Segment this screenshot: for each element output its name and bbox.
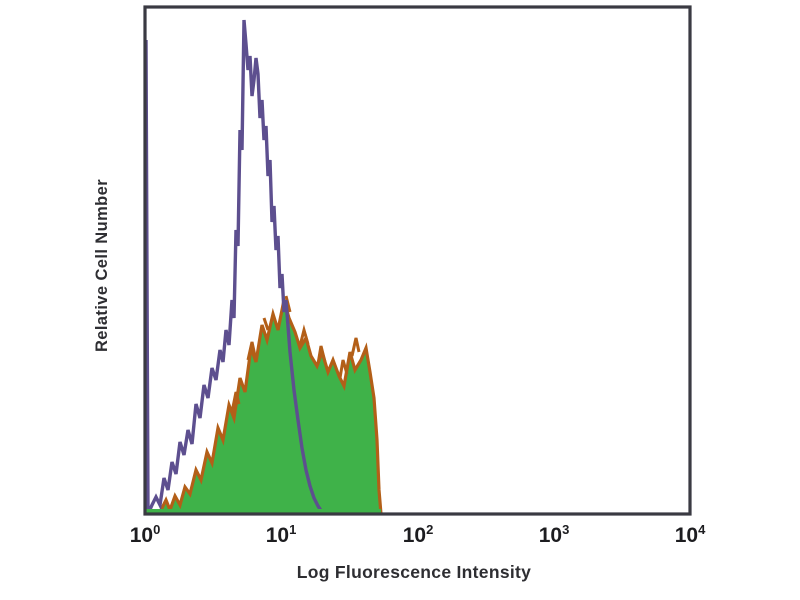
x-axis-label-text: Log Fluorescence Intensity: [296, 562, 532, 582]
series-baseline-strip: [146, 509, 381, 514]
x-tick-10e2-mantissa: 10: [402, 524, 427, 547]
x-tick-10e0: 100: [129, 522, 161, 548]
x-tick-10e3-exponent: 3: [562, 522, 570, 537]
y-axis-label-text: Relative Cell Number: [93, 178, 112, 352]
x-tick-10e3: 103: [538, 522, 570, 548]
series-stained-sample-outline: [158, 299, 383, 514]
x-tick-10e2: 102: [402, 522, 434, 548]
x-tick-10e2-exponent: 2: [426, 522, 434, 537]
series-stained-sample-fill: [160, 300, 381, 514]
x-tick-10e1-exponent: 1: [289, 522, 297, 537]
x-tick-10e4: 104: [674, 522, 706, 548]
y-axis-label: Relative Cell Number: [88, 120, 118, 410]
x-tick-10e4-mantissa: 10: [674, 524, 699, 547]
plot-frame: [143, 5, 692, 516]
x-tick-10e1: 101: [265, 522, 297, 548]
x-tick-10e3-mantissa: 10: [538, 524, 563, 547]
series-isotype-control-line: [145, 19, 327, 514]
x-tick-10e1-mantissa: 10: [265, 524, 290, 547]
x-tick-10e0-exponent: 0: [153, 522, 161, 537]
x-axis-label: Log Fluorescence Intensity: [0, 562, 800, 583]
x-tick-10e4-exponent: 4: [698, 522, 706, 537]
x-tick-10e0-mantissa: 10: [129, 524, 154, 547]
